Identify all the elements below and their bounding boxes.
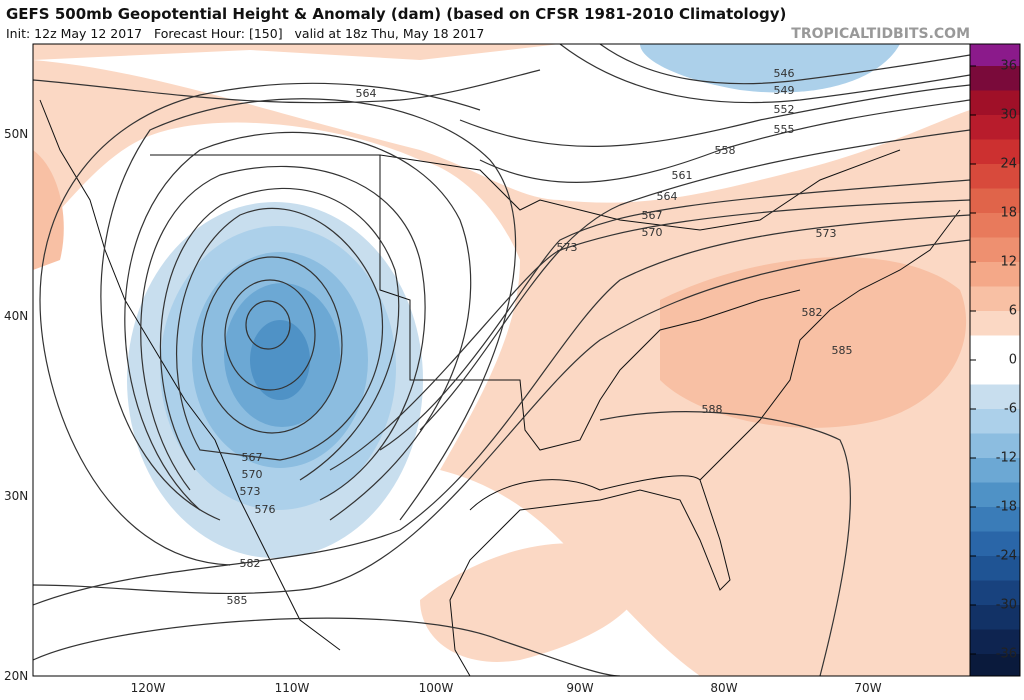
colorbar-swatch: [970, 90, 1020, 115]
map: [32, 43, 971, 677]
colorbar-label: 0: [1009, 353, 1017, 368]
latitude-label: 50N: [4, 127, 28, 141]
colorbar-swatch: [970, 409, 1020, 434]
colorbar-swatch: [970, 213, 1020, 238]
colorbar-swatch: [970, 433, 1020, 458]
colorbar-label: -36: [996, 647, 1017, 662]
watermark: TROPICALTIDBITS.COM: [791, 26, 970, 42]
colorbar-swatch: [970, 115, 1020, 140]
colorbar-label: 30: [1000, 108, 1017, 123]
colorbar-swatch: [970, 629, 1020, 654]
colorbar-swatch: [970, 580, 1020, 605]
colorbar-swatch: [970, 654, 1020, 676]
contour-label: 555: [774, 123, 795, 136]
positive-anomaly: [33, 44, 970, 676]
colorbar-swatch: [970, 262, 1020, 287]
longitude-label: 110W: [275, 681, 310, 695]
colorbar-swatch: [970, 507, 1020, 532]
colorbar-swatch: [970, 237, 1020, 262]
colorbar-swatch: [970, 556, 1020, 581]
colorbar-swatch: [970, 311, 1020, 336]
contour-label: 573: [816, 227, 837, 240]
negative-anomaly: [640, 44, 900, 93]
longitude-label: 70W: [854, 681, 881, 695]
colorbar-swatch: [970, 482, 1020, 507]
colorbar-swatch: [970, 335, 1020, 360]
colorbar-label: 12: [1000, 255, 1017, 270]
contour-label: 573: [557, 241, 578, 254]
colorbar-label: 24: [1000, 157, 1017, 172]
positive-anomaly: [660, 257, 967, 428]
contour-label: 546: [774, 67, 795, 80]
colorbar-swatch: [970, 164, 1020, 189]
longitude-label: 100W: [419, 681, 454, 695]
colorbar-label: -12: [996, 451, 1017, 466]
colorbar-label: -30: [996, 598, 1017, 613]
positive-anomaly: [33, 150, 64, 270]
colorbar-swatch: [970, 44, 1020, 66]
colorbar-swatch: [970, 384, 1020, 409]
title: GEFS 500mb Geopotential Height & Anomaly…: [6, 5, 786, 23]
colorbar-swatch: [970, 458, 1020, 483]
latitude-label: 20N: [4, 669, 28, 683]
negative-anomaly: [250, 320, 310, 400]
height-contours: [33, 44, 970, 676]
longitude-label: 120W: [131, 681, 166, 695]
colorbar-swatch: [970, 139, 1020, 164]
colorbar-label: -18: [996, 500, 1017, 515]
colorbar-swatch: [970, 286, 1020, 311]
colorbar-label: 18: [1000, 206, 1017, 221]
contour-label: 561: [672, 169, 693, 182]
latitude-label: 30N: [4, 489, 28, 503]
contour-label: 573: [240, 485, 261, 498]
latitude-label: 40N: [4, 309, 28, 323]
contour-label: 576: [255, 503, 276, 516]
colorbar-label: 6: [1009, 304, 1017, 319]
contour-label: 567: [242, 451, 263, 464]
subtitle: Init: 12z May 12 2017 Forecast Hour: [15…: [6, 26, 484, 41]
contour-label: 582: [802, 306, 823, 319]
colorbar-swatch: [970, 188, 1020, 213]
colorbar-swatch: [970, 605, 1020, 630]
contour-label: 570: [242, 468, 263, 481]
longitude-label: 90W: [566, 681, 593, 695]
contour-label: 552: [774, 103, 795, 116]
contour-label: 564: [356, 87, 377, 100]
colorbar-label: 36: [1000, 59, 1017, 74]
contour-label: 588: [702, 403, 723, 416]
colorbar-label: -24: [996, 549, 1017, 564]
contour-label: 570: [642, 226, 663, 239]
contour-label: 582: [240, 557, 261, 570]
contour-label: 549: [774, 84, 795, 97]
longitude-label: 80W: [710, 681, 737, 695]
contour-label: 564: [657, 190, 678, 203]
colorbar-label: -6: [1004, 402, 1017, 417]
colorbar-swatch: [970, 531, 1020, 556]
colorbar-swatch: [970, 360, 1020, 385]
contour-label: 585: [227, 594, 248, 607]
contour-label: 585: [832, 344, 853, 357]
colorbar-swatch: [970, 66, 1020, 91]
contour-label: 567: [642, 209, 663, 222]
contour-label: 558: [715, 144, 736, 157]
